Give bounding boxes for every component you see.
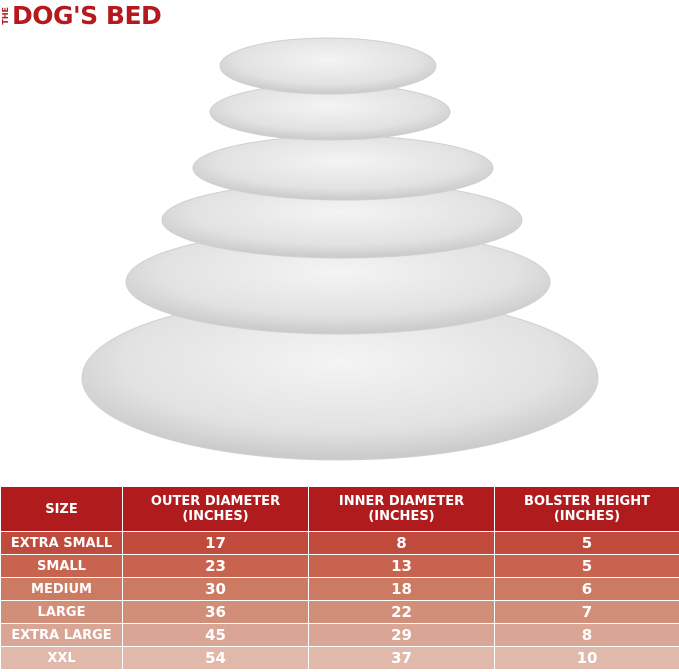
- bolster-height-cell: 6: [494, 577, 679, 601]
- table-row: LARGE 36 22 7: [0, 600, 679, 624]
- size-cell: MEDIUM: [0, 577, 123, 601]
- bed-tier: [219, 37, 437, 95]
- inner-diameter-cell: 13: [308, 554, 495, 578]
- table-row: SMALL 23 13 5: [0, 554, 679, 578]
- header-inner-diameter: INNER DIAMETER (INCHES): [308, 486, 495, 532]
- table-row: EXTRA SMALL 17 8 5: [0, 531, 679, 555]
- outer-diameter-cell: 45: [122, 623, 309, 647]
- outer-diameter-cell: 54: [122, 646, 309, 670]
- size-table: SIZE OUTER DIAMETER (INCHES) INNER DIAME…: [0, 486, 679, 670]
- bed-tier: [192, 135, 494, 201]
- inner-diameter-cell: 8: [308, 531, 495, 555]
- inner-diameter-cell: 37: [308, 646, 495, 670]
- outer-diameter-cell: 30: [122, 577, 309, 601]
- size-cell: EXTRA LARGE: [0, 623, 123, 647]
- header-bolster-height: BOLSTER HEIGHT (INCHES): [494, 486, 679, 532]
- table-row: XXL 54 37 10: [0, 646, 679, 670]
- bolster-height-cell: 8: [494, 623, 679, 647]
- header-outer-diameter: OUTER DIAMETER (INCHES): [122, 486, 309, 532]
- table-row: MEDIUM 30 18 6: [0, 577, 679, 601]
- outer-diameter-cell: 17: [122, 531, 309, 555]
- bolster-height-cell: 7: [494, 600, 679, 624]
- stacked-beds-image: [81, 37, 599, 461]
- inner-diameter-cell: 18: [308, 577, 495, 601]
- table-row: EXTRA LARGE 45 29 8: [0, 623, 679, 647]
- size-cell: SMALL: [0, 554, 123, 578]
- brand-logo: THE DOG'S BED: [1, 1, 162, 30]
- outer-diameter-cell: 36: [122, 600, 309, 624]
- header-size: SIZE: [0, 486, 123, 532]
- size-cell: EXTRA SMALL: [0, 531, 123, 555]
- table-header-row: SIZE OUTER DIAMETER (INCHES) INNER DIAME…: [0, 486, 679, 532]
- brand-name: DOG'S BED: [12, 1, 162, 30]
- inner-diameter-cell: 29: [308, 623, 495, 647]
- size-cell: LARGE: [0, 600, 123, 624]
- outer-diameter-cell: 23: [122, 554, 309, 578]
- bolster-height-cell: 5: [494, 531, 679, 555]
- inner-diameter-cell: 22: [308, 600, 495, 624]
- size-cell: XXL: [0, 646, 123, 670]
- bolster-height-cell: 10: [494, 646, 679, 670]
- bolster-height-cell: 5: [494, 554, 679, 578]
